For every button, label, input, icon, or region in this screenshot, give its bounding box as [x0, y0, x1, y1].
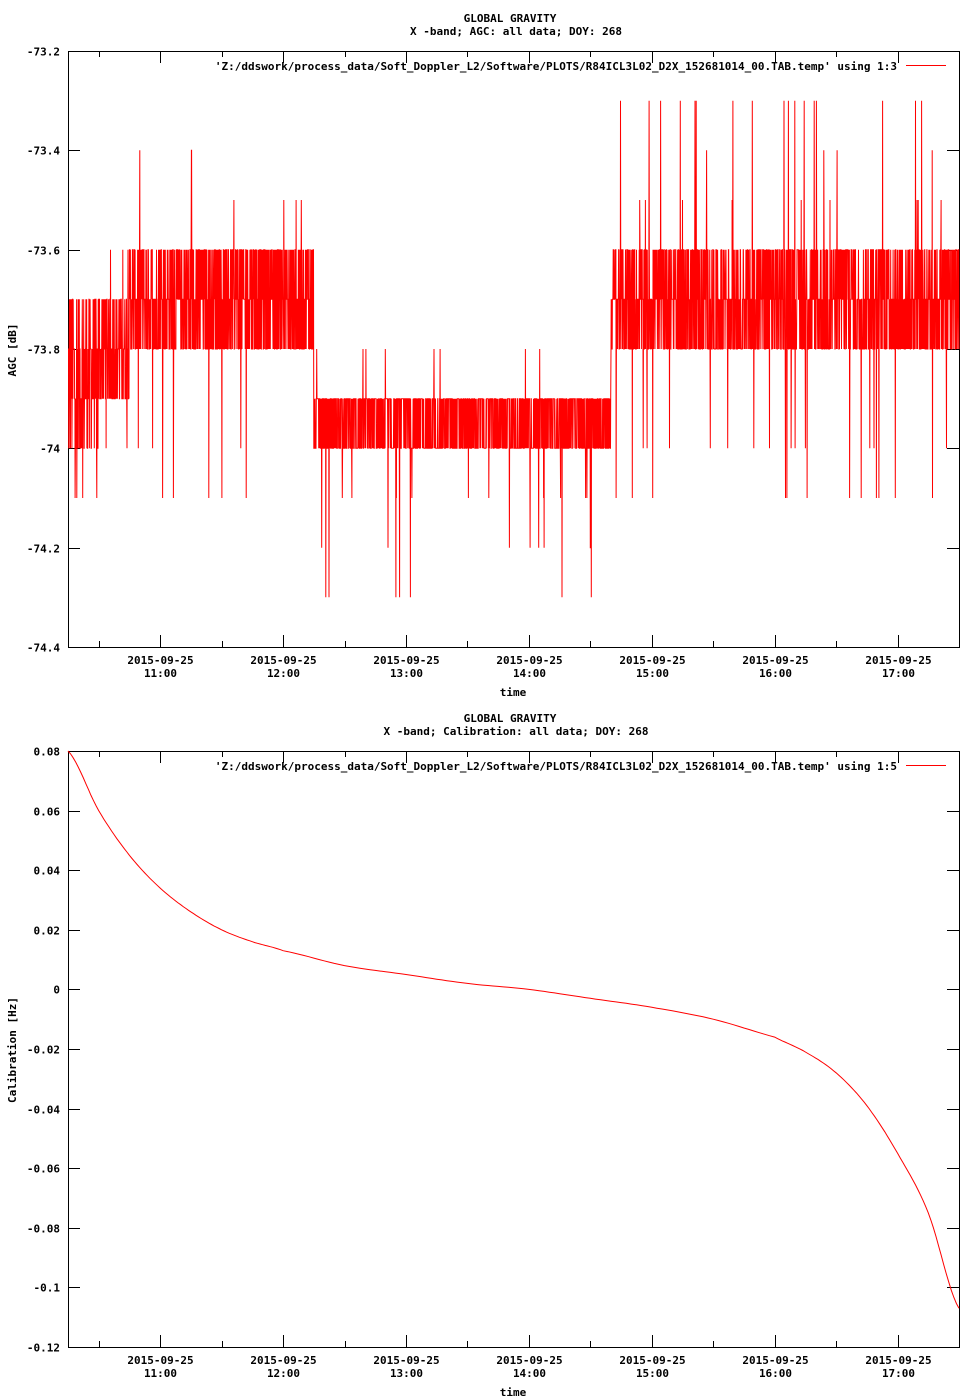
- chart2-x-tick-date: 2015-09-25: [127, 1354, 193, 1367]
- chart1-subtitle: X -band; AGC: all data; DOY: 268: [410, 25, 622, 38]
- chart2-y-tick-label: 0.06: [34, 806, 61, 819]
- chart1-x-tick-time: 11:00: [144, 667, 177, 680]
- chart2-y-tick-label: -0.12: [27, 1342, 60, 1355]
- chart1-x-tick-date: 2015-09-25: [865, 654, 931, 667]
- chart2-legend-label: 'Z:/ddswork/process_data/Soft_Doppler_L2…: [215, 760, 897, 773]
- chart2-x-tick-time: 13:00: [390, 1367, 423, 1380]
- chart2-x-tick-date: 2015-09-25: [742, 1354, 808, 1367]
- chart1-y-tick-label: -74: [40, 443, 60, 456]
- chart1-y-tick-label: -73.2: [27, 46, 60, 59]
- chart2-x-tick-time: 17:00: [882, 1367, 915, 1380]
- chart1-x-tick-time: 12:00: [267, 667, 300, 680]
- chart2-y-tick-label: -0.02: [27, 1044, 60, 1057]
- chart2-x-tick-time: 15:00: [636, 1367, 669, 1380]
- chart2-title: GLOBAL GRAVITY: [464, 712, 557, 725]
- chart1-y-axis-label: AGC [dB]: [6, 324, 19, 377]
- chart1-x-axis-label: time: [500, 686, 527, 699]
- chart2-x-axis: 2015-09-2511:002015-09-2512:002015-09-25…: [99, 751, 960, 1380]
- chart2-y-axis-label: Calibration [Hz]: [6, 997, 19, 1103]
- chart1-x-tick-time: 15:00: [636, 667, 669, 680]
- chart2-y-tick-label: -0.1: [34, 1282, 61, 1295]
- chart2-x-tick-time: 12:00: [267, 1367, 300, 1380]
- chart1-x-tick-date: 2015-09-25: [619, 654, 685, 667]
- chart2-subtitle: X -band; Calibration: all data; DOY: 268: [384, 725, 649, 738]
- chart1-legend-label: 'Z:/ddswork/process_data/Soft_Doppler_L2…: [215, 60, 897, 73]
- chart2-plot-frame: [68, 751, 960, 1348]
- chart1-x-tick-time: 17:00: [882, 667, 915, 680]
- chart2-x-tick-date: 2015-09-25: [865, 1354, 931, 1367]
- chart2-x-tick-time: 11:00: [144, 1367, 177, 1380]
- chart1-x-tick-date: 2015-09-25: [742, 654, 808, 667]
- chart2-y-tick-label: 0.04: [34, 865, 61, 878]
- chart1-y-tick-label: -74.2: [27, 543, 60, 556]
- agc-chart: GLOBAL GRAVITY X -band; AGC: all data; D…: [6, 12, 960, 699]
- chart2-y-tick-label: 0.02: [34, 925, 61, 938]
- chart2-y-tick-label: -0.06: [27, 1163, 60, 1176]
- chart1-x-tick-date: 2015-09-25: [250, 654, 316, 667]
- chart1-y-tick-label: -73.6: [27, 245, 60, 258]
- chart2-x-axis-label: time: [500, 1386, 527, 1399]
- chart1-x-tick-time: 14:00: [513, 667, 546, 680]
- chart1-x-tick-date: 2015-09-25: [496, 654, 562, 667]
- chart2-y-tick-label: -0.08: [27, 1223, 60, 1236]
- chart1-x-tick-date: 2015-09-25: [127, 654, 193, 667]
- chart2-x-tick-date: 2015-09-25: [496, 1354, 562, 1367]
- chart2-series-calibration: [67, 750, 960, 1309]
- chart2-x-tick-date: 2015-09-25: [619, 1354, 685, 1367]
- chart1-y-axis: -73.2 -73.4 -73.6 -73.8 -74 -74.2 -74.4: [27, 46, 959, 655]
- chart2-x-tick-date: 2015-09-25: [250, 1354, 316, 1367]
- calibration-chart: GLOBAL GRAVITY X -band; Calibration: all…: [6, 712, 960, 1399]
- chart1-y-tick-label: -74.4: [27, 642, 60, 655]
- chart2-y-tick-label: 0.08: [34, 746, 61, 759]
- chart2-x-tick-time: 16:00: [759, 1367, 792, 1380]
- chart1-agc-line: [68, 100, 960, 598]
- chart2-x-tick-time: 14:00: [513, 1367, 546, 1380]
- chart2-y-tick-label: 0: [53, 984, 60, 997]
- chart2-y-tick-label: -0.04: [27, 1104, 60, 1117]
- chart1-title: GLOBAL GRAVITY: [464, 12, 557, 25]
- chart1-x-tick-time: 13:00: [390, 667, 423, 680]
- chart1-y-tick-label: -73.8: [27, 344, 60, 357]
- chart2-y-axis: 0.08 0.06 0.04 0.02 0 -0.02 -0.04 -0.06 -0.08 -0.…: [27, 746, 959, 1355]
- chart2-x-tick-date: 2015-09-25: [373, 1354, 439, 1367]
- chart1-y-tick-label: -73.4: [27, 145, 60, 158]
- chart1-x-tick-time: 16:00: [759, 667, 792, 680]
- chart1-x-axis: 2015-09-2511:002015-09-2512:002015-09-25…: [99, 51, 960, 680]
- chart1-x-tick-date: 2015-09-25: [373, 654, 439, 667]
- chart1-series-agc: [68, 100, 960, 598]
